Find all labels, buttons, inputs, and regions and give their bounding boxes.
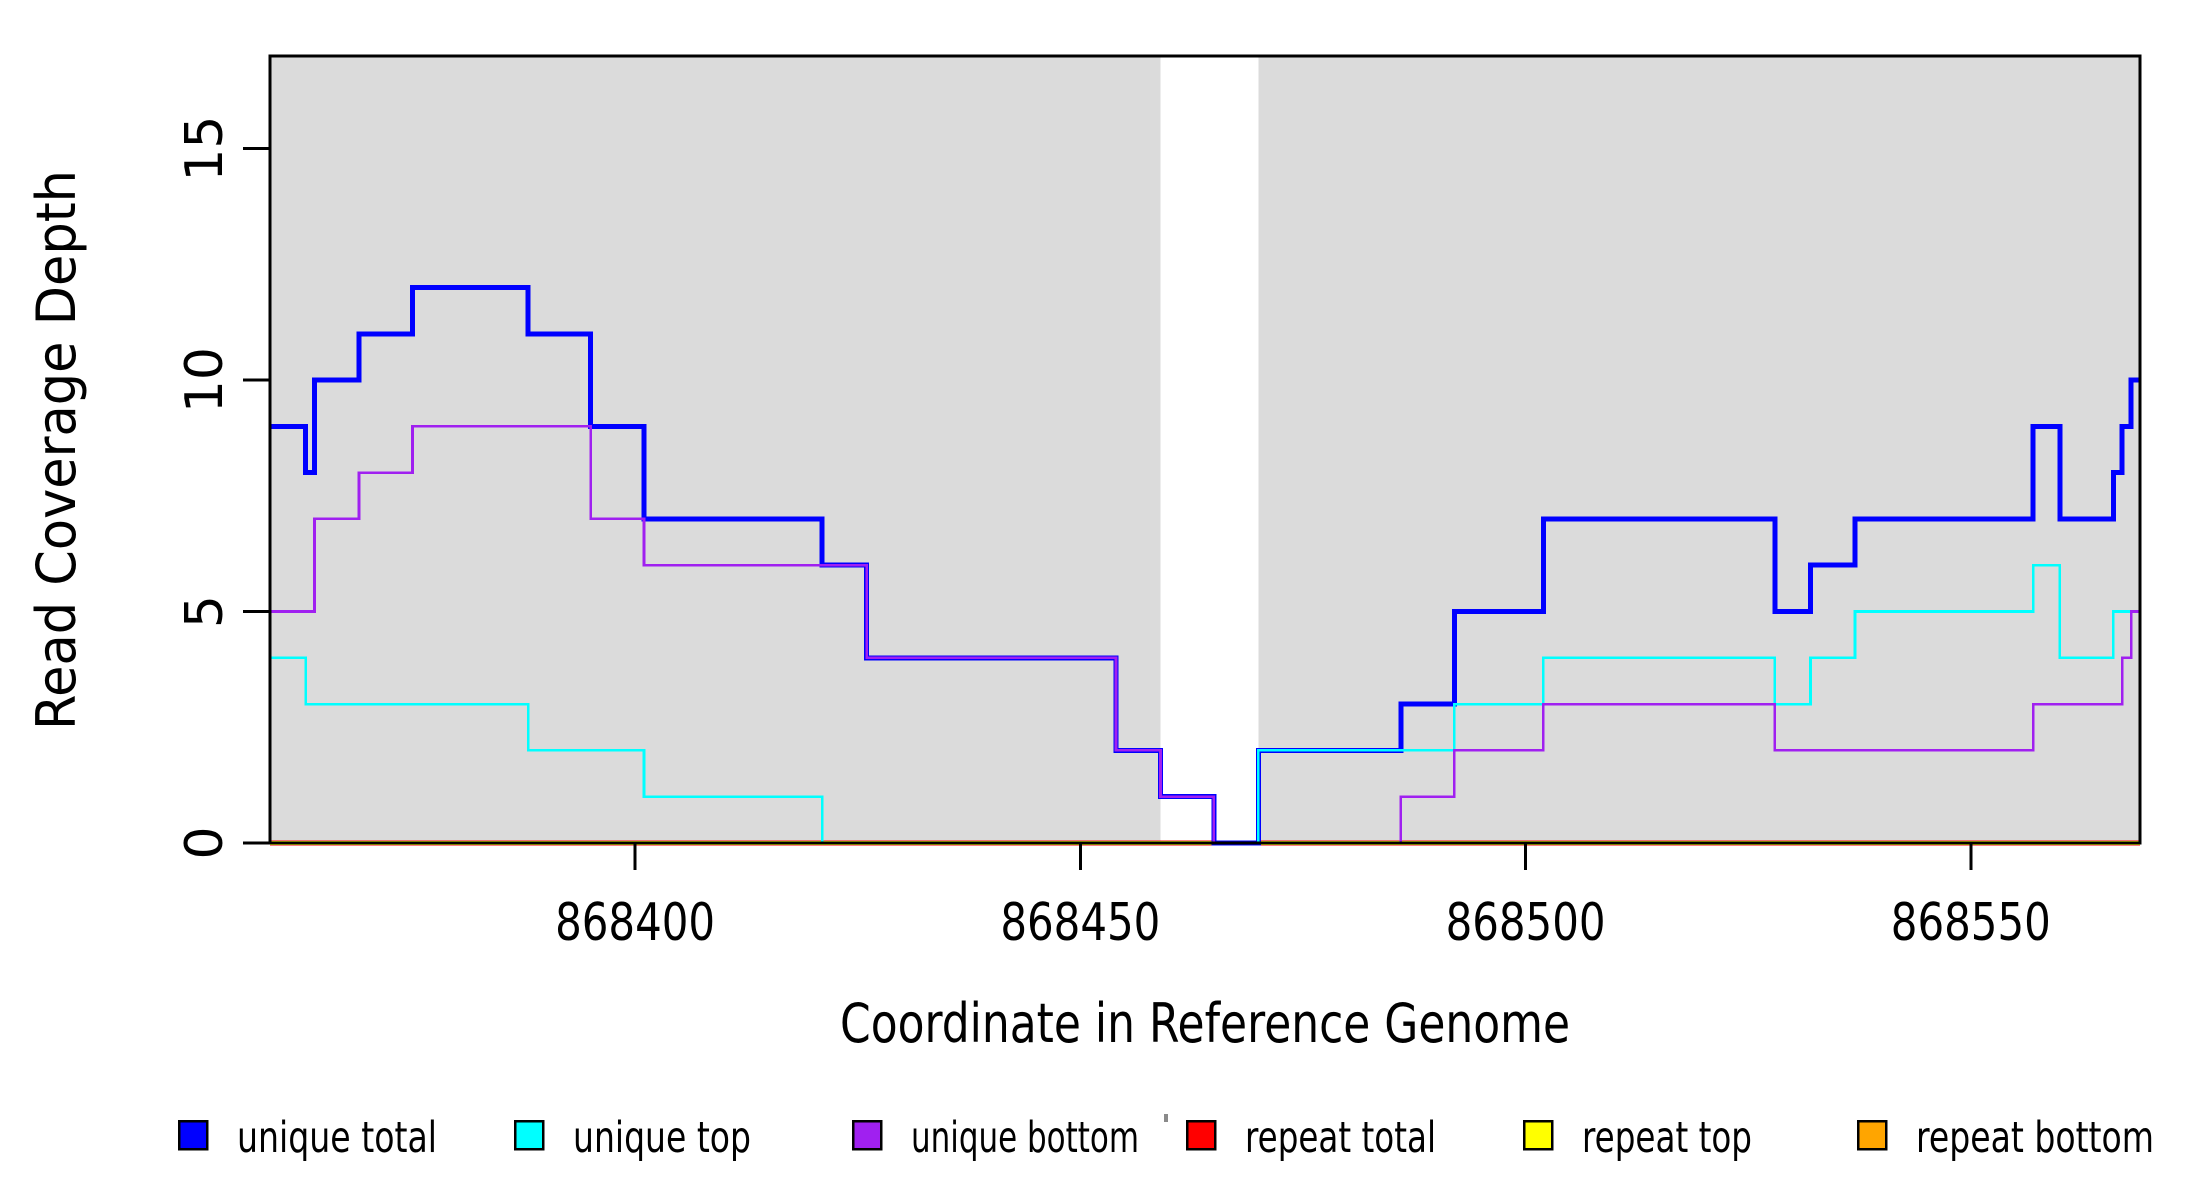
x-tick-label: 868550 [1891,893,2051,953]
x-tick-label: 868450 [1000,893,1160,953]
series-unique-top [270,563,2140,845]
legend-swatch-repeat-bottom [1856,1119,1888,1151]
legend-swatch-repeat-top [1522,1119,1554,1151]
legend: unique total unique top unique bottom repea… [177,1113,2154,1163]
legend-item-unique-bottom: unique bottom [851,1113,1139,1163]
y-tick-label: 15 [175,116,235,182]
legend-label: unique top [573,1113,751,1163]
legend-item-repeat-bottom: repeat bottom [1856,1113,2154,1163]
x-axis-title: Coordinate in Reference Genome [840,992,1570,1055]
stray-mark [1164,1114,1168,1122]
legend-swatch-unique-total [177,1119,209,1151]
axes-layer: 868400 868450 868500 868550 0 5 10 15 [175,116,2051,953]
legend-label: unique bottom [911,1113,1139,1163]
y-axis-title: Read Coverage Depth [25,170,88,730]
series-unique-bottom [270,425,2140,845]
shaded-bands-layer [270,57,2140,843]
y-tick-label: 10 [175,347,235,413]
legend-swatch-unique-top [513,1119,545,1151]
shaded-region [270,57,1161,843]
legend-label: unique total [237,1113,437,1163]
legend-label: repeat bottom [1916,1113,2154,1163]
y-tick-label: 0 [175,826,235,859]
plot-border [268,54,2142,845]
x-tick-label: 868400 [555,893,715,953]
legend-swatch-unique-bottom [851,1119,883,1151]
y-tick-label: 5 [175,595,235,628]
legend-item-unique-total: unique total [177,1113,437,1163]
x-tick-label: 868500 [1446,893,1606,953]
legend-swatch-repeat-total [1185,1119,1217,1151]
legend-label: repeat top [1582,1113,1752,1163]
legend-label: repeat total [1245,1113,1436,1163]
shaded-region [1258,57,2140,843]
legend-item-unique-top: unique top [513,1113,751,1163]
legend-item-repeat-total: repeat total [1185,1113,1436,1163]
legend-item-repeat-top: repeat top [1522,1113,1752,1163]
